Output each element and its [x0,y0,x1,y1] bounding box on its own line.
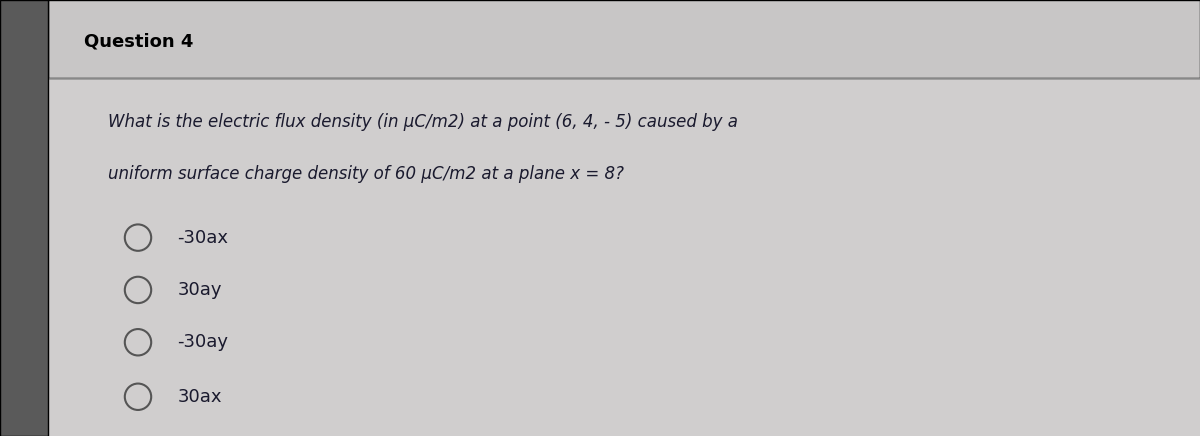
Text: uniform surface charge density of 60 μC/m2 at a plane x = 8?: uniform surface charge density of 60 μC/… [108,165,624,184]
Text: -30ax: -30ax [178,228,228,247]
Text: Question 4: Question 4 [84,32,193,51]
Text: 30ax: 30ax [178,388,222,406]
FancyBboxPatch shape [48,0,1200,78]
FancyBboxPatch shape [0,0,48,436]
Text: 30ay: 30ay [178,281,222,299]
Text: -30ay: -30ay [178,333,228,351]
Text: What is the electric flux density (in μC/m2) at a point (6, 4, - 5) caused by a: What is the electric flux density (in μC… [108,113,738,131]
